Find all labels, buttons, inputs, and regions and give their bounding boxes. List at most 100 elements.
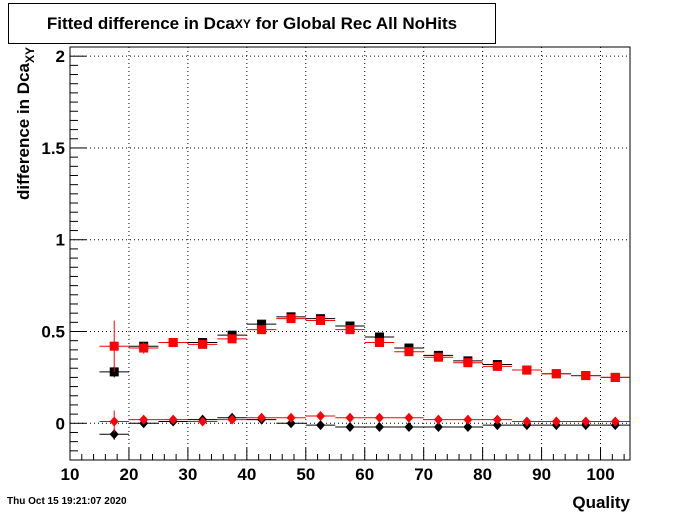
diamond-marker — [345, 421, 355, 432]
square-marker — [610, 372, 620, 382]
data-point — [305, 420, 336, 431]
x-tick-label: 70 — [414, 465, 433, 484]
data-point — [364, 338, 395, 348]
data-point — [541, 369, 572, 379]
data-point — [158, 414, 188, 425]
data-point — [246, 412, 277, 423]
y-tick-label: 2 — [56, 47, 65, 66]
data-point — [512, 416, 542, 427]
series-2 — [99, 314, 630, 382]
square-marker — [109, 341, 119, 351]
square-marker — [551, 369, 561, 379]
square-marker — [433, 352, 443, 362]
diamond-marker — [257, 412, 267, 423]
y-tick-label: 1 — [56, 231, 65, 250]
axis-ticks — [69, 46, 625, 460]
data-point — [335, 421, 365, 432]
diamond-marker — [433, 421, 443, 432]
data-point — [482, 414, 513, 425]
square-marker — [316, 315, 326, 325]
data-point — [187, 416, 218, 427]
diamond-marker — [286, 418, 296, 429]
diamond-marker — [404, 421, 414, 432]
data-point — [276, 412, 306, 423]
diamond-marker — [316, 410, 326, 421]
x-tick-label: 10 — [61, 465, 80, 484]
y-tick-label: 0.5 — [41, 323, 65, 342]
diamond-marker — [492, 414, 502, 425]
data-point — [99, 320, 129, 372]
data-point — [158, 338, 188, 348]
data-point — [128, 342, 159, 354]
data-point — [99, 410, 129, 433]
square-marker — [168, 338, 178, 348]
y-axis-title-main: difference in Dca — [14, 62, 33, 200]
diamond-marker — [345, 412, 355, 423]
data-point — [394, 421, 424, 432]
x-tick-label: 80 — [473, 465, 492, 484]
data-point — [394, 347, 424, 357]
data-point — [571, 416, 601, 427]
data-point — [600, 416, 630, 427]
data-points — [99, 312, 630, 440]
data-point — [217, 334, 247, 344]
data-point — [364, 421, 395, 432]
data-point — [394, 412, 424, 423]
data-point — [512, 365, 542, 375]
diamond-marker — [286, 412, 296, 423]
x-tick-label: 90 — [532, 465, 551, 484]
square-marker — [345, 325, 355, 335]
diamond-marker — [198, 416, 208, 427]
diamond-marker — [374, 421, 384, 432]
square-marker — [374, 338, 384, 348]
chart-title: Fitted difference in Dca XY for Global Re… — [8, 3, 496, 44]
series-4 — [99, 410, 630, 433]
square-marker — [257, 325, 267, 335]
data-point — [423, 414, 454, 425]
data-point — [335, 325, 365, 335]
square-marker — [492, 361, 502, 371]
y-tick-label: 0 — [56, 414, 65, 433]
data-point — [187, 339, 218, 349]
diamond-marker — [522, 416, 532, 427]
y-axis-title: difference in DcaXY — [14, 47, 37, 200]
data-point — [453, 414, 483, 425]
data-point — [305, 410, 336, 421]
square-marker — [522, 365, 532, 375]
diamond-marker — [139, 414, 149, 425]
diamond-marker — [463, 414, 473, 425]
y-tick-label: 1.5 — [41, 139, 65, 158]
square-marker — [227, 334, 237, 344]
data-point — [364, 412, 395, 423]
diamond-marker — [492, 420, 502, 431]
x-tick-label: 60 — [355, 465, 374, 484]
x-tick-label: 30 — [178, 465, 197, 484]
tick-labels: 10 20 30 40 50 60 70 80 90 100 0 0.5 1 1.5 2 — [41, 47, 614, 484]
data-point — [423, 352, 454, 362]
diamond-marker — [109, 416, 119, 427]
diamond-marker — [463, 421, 473, 432]
x-tick-label: 100 — [586, 465, 614, 484]
diamond-marker — [404, 412, 414, 423]
timestamp: Thu Oct 15 19:21:07 2020 — [7, 496, 127, 507]
data-point — [600, 372, 630, 382]
data-point — [276, 314, 306, 324]
data-point — [482, 361, 513, 371]
chart-title-rest: for Global Rec All NoHits — [250, 13, 458, 33]
data-point — [571, 371, 601, 381]
x-tick-label: 50 — [296, 465, 315, 484]
data-point — [423, 421, 454, 432]
square-marker — [198, 339, 208, 349]
data-point — [453, 421, 483, 432]
data-point — [453, 358, 483, 368]
square-marker — [139, 343, 149, 353]
square-marker — [463, 358, 473, 368]
diamond-marker — [551, 416, 561, 427]
diamond-marker — [610, 416, 620, 427]
plot-frame — [69, 46, 631, 461]
diamond-marker — [581, 416, 591, 427]
data-point — [246, 325, 277, 335]
square-marker — [374, 332, 384, 342]
square-marker — [286, 314, 296, 324]
chart-title-main: Fitted difference in Dca — [46, 13, 235, 33]
